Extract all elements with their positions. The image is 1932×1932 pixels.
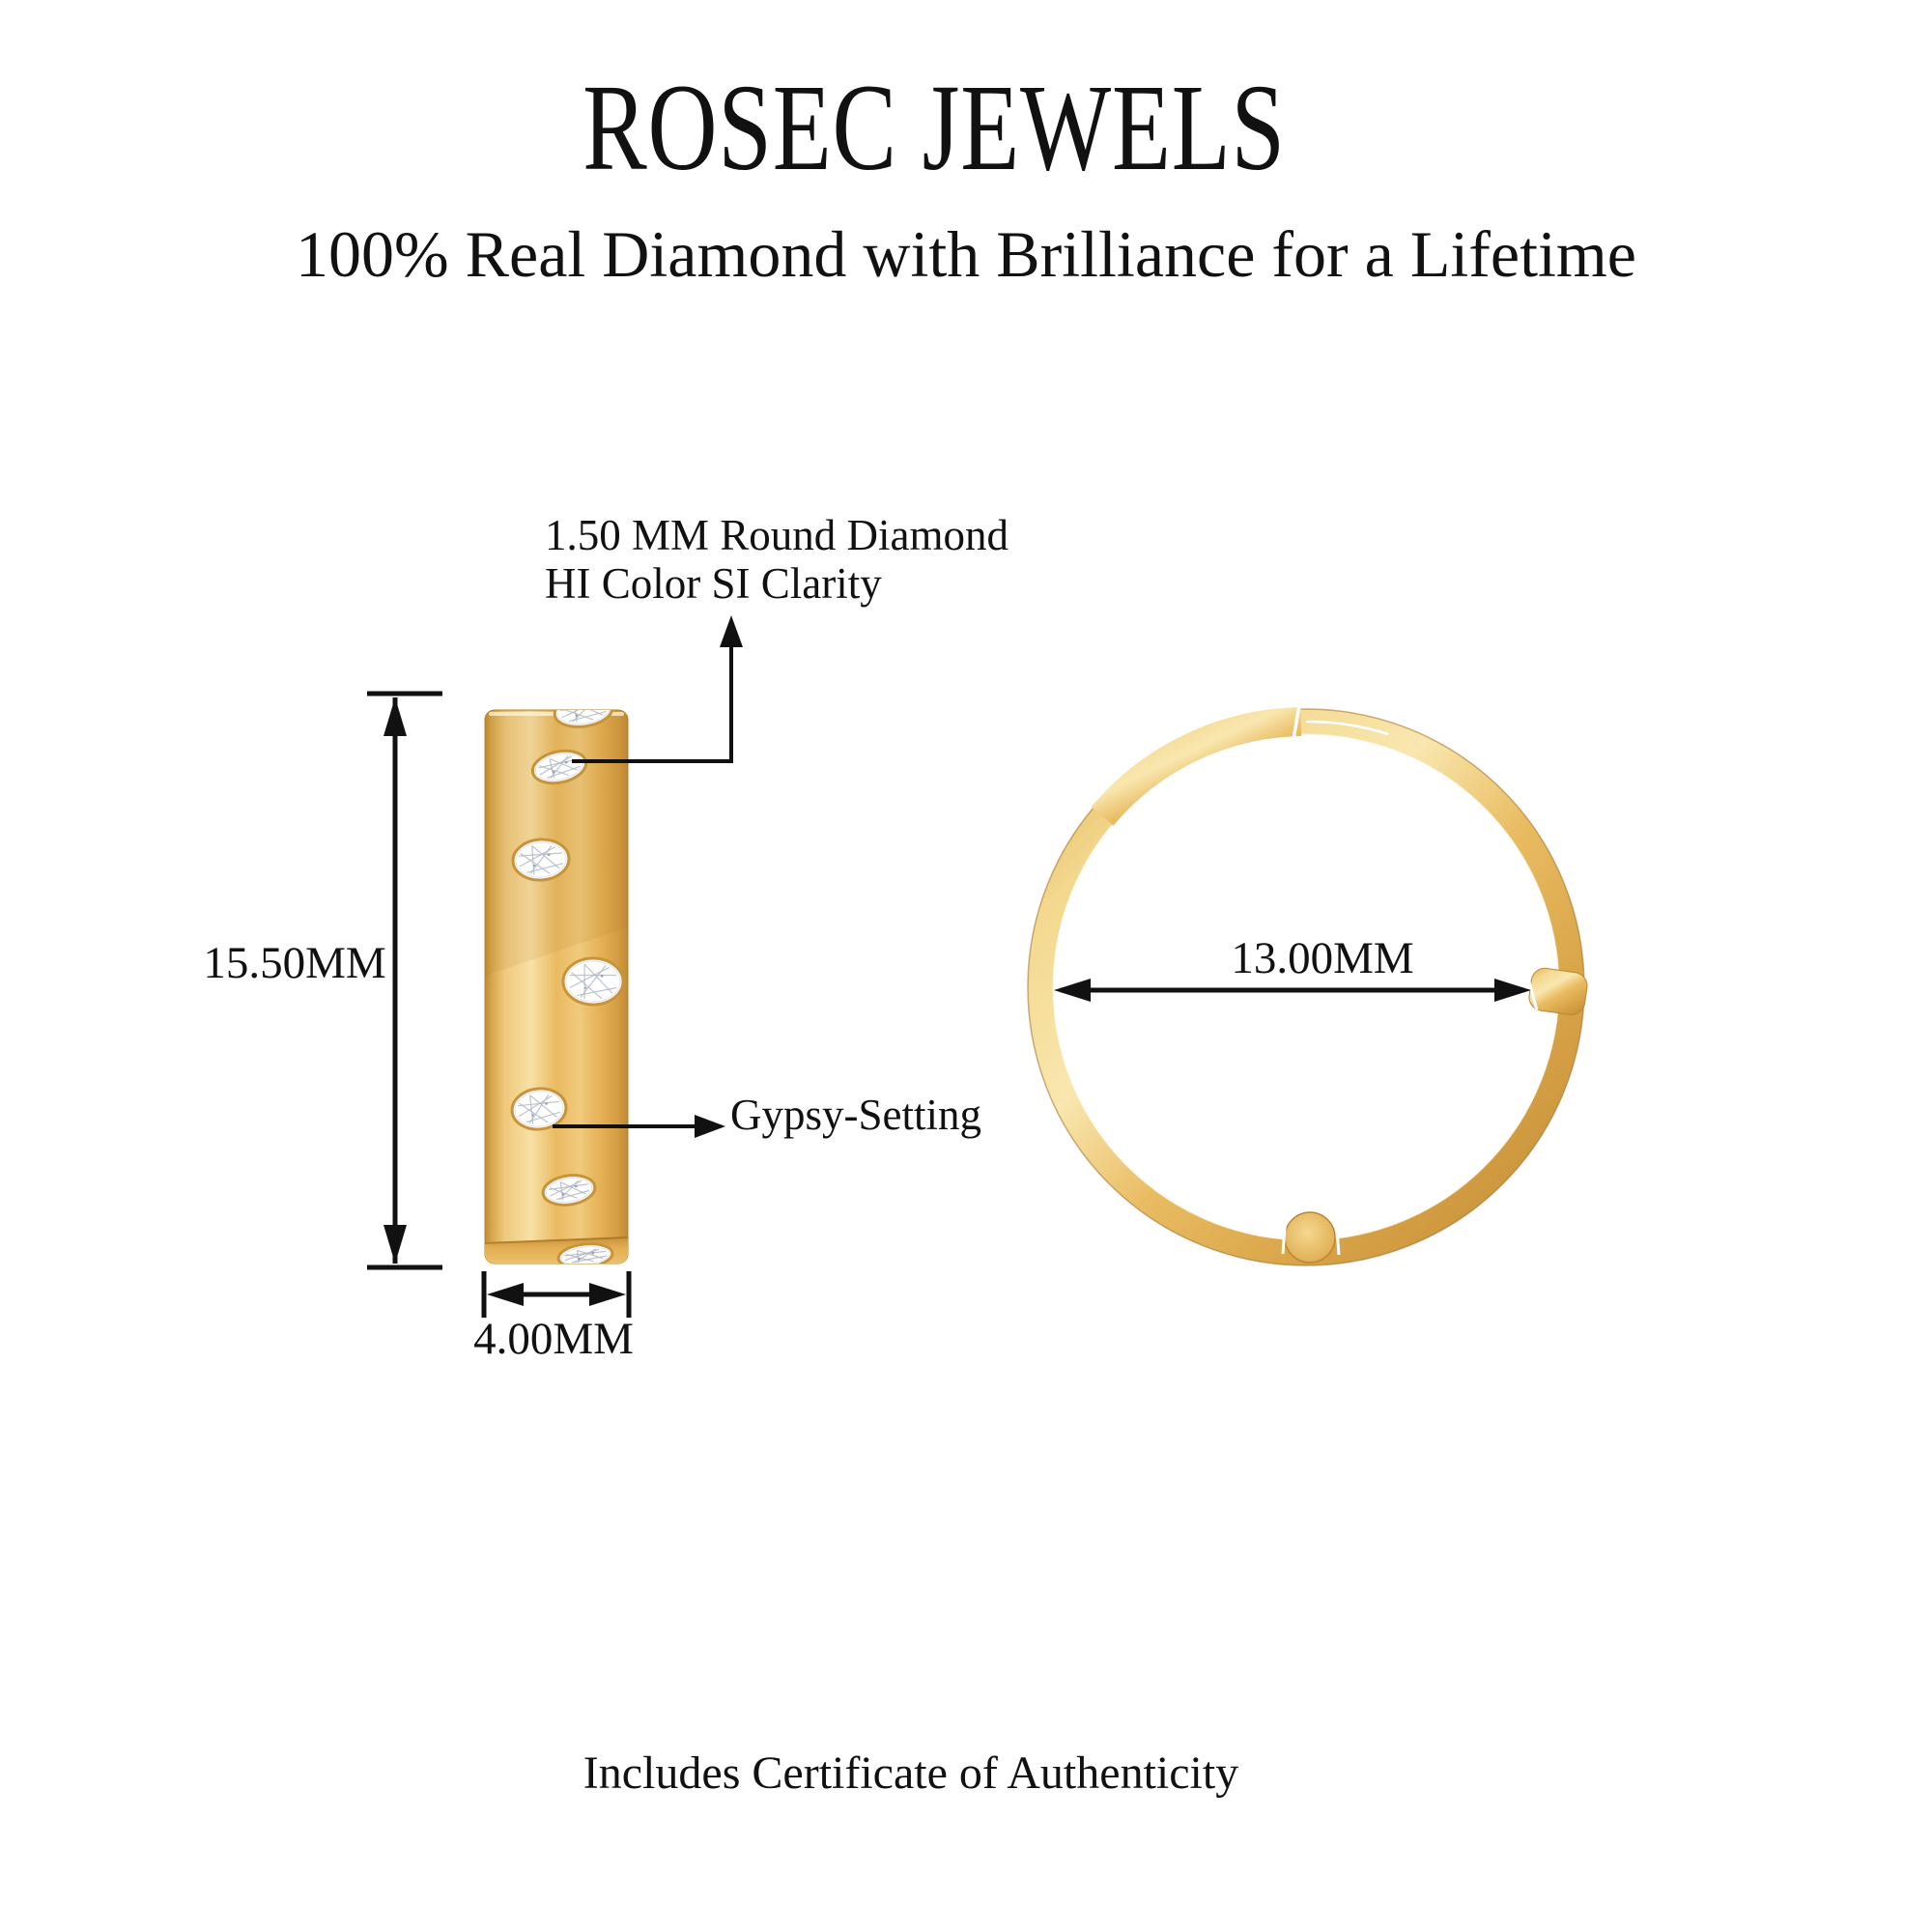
diamond-stone bbox=[530, 749, 588, 785]
hinge-right-cut-line bbox=[1334, 1215, 1341, 1256]
end-cap-cut-line bbox=[1527, 980, 1539, 1011]
diamond-stone bbox=[541, 1174, 597, 1207]
earring-hoop-front-view-illustration bbox=[1027, 704, 1588, 1266]
stone-annotation: 1.50 MM Round Diamond HI Color SI Clarit… bbox=[545, 511, 1009, 608]
height-arrow-up-icon bbox=[384, 697, 407, 736]
hinge-left-cut-line bbox=[1281, 1214, 1288, 1255]
earring-side-view-illustration bbox=[484, 709, 629, 1264]
diamond-stone bbox=[561, 956, 625, 1007]
diameter-arrow-right-icon bbox=[1494, 979, 1531, 1002]
diameter-dimension-lines bbox=[1054, 979, 1531, 1002]
certificate-note: Includes Certificate of Authenticity bbox=[582, 1747, 1239, 1799]
clasp-split-line bbox=[1305, 720, 1389, 736]
flush-set-diamonds bbox=[510, 710, 625, 1264]
hoop-top-bar bbox=[1091, 707, 1302, 826]
hinge-dot bbox=[1284, 1211, 1336, 1264]
diameter-dimension-label: 13.00MM bbox=[1231, 933, 1414, 983]
width-arrow-left-icon bbox=[487, 1283, 524, 1306]
clasp-cut-line bbox=[1292, 704, 1301, 740]
stone-annotation-line1: 1.50 MM Round Diamond bbox=[545, 511, 1009, 559]
brand-title: ROSEC JEWELS bbox=[582, 59, 1286, 196]
width-arrow-right-icon bbox=[589, 1283, 626, 1306]
diameter-arrow-left-icon bbox=[1054, 979, 1091, 1002]
height-dimension-label: 15.50MM bbox=[203, 938, 386, 988]
diamond-stone bbox=[511, 838, 571, 882]
width-dimension-label: 4.00MM bbox=[473, 1314, 634, 1364]
stone-leader-arrowhead-icon bbox=[720, 615, 743, 647]
stone-leader-line bbox=[572, 624, 733, 763]
height-arrow-down-icon bbox=[384, 1225, 407, 1264]
diamond-stone bbox=[510, 1087, 568, 1131]
setting-leader-arrowhead-icon bbox=[695, 1115, 725, 1138]
side-view-dimension-lines bbox=[367, 615, 743, 1318]
stone-annotation-line2: HI Color SI Clarity bbox=[545, 558, 882, 608]
setting-annotation-label: Gypsy-Setting bbox=[730, 1091, 982, 1139]
brand-tagline: 100% Real Diamond with Brilliance for a … bbox=[296, 217, 1636, 291]
diamond-stone bbox=[556, 1242, 614, 1264]
diamond-stone bbox=[553, 710, 614, 728]
